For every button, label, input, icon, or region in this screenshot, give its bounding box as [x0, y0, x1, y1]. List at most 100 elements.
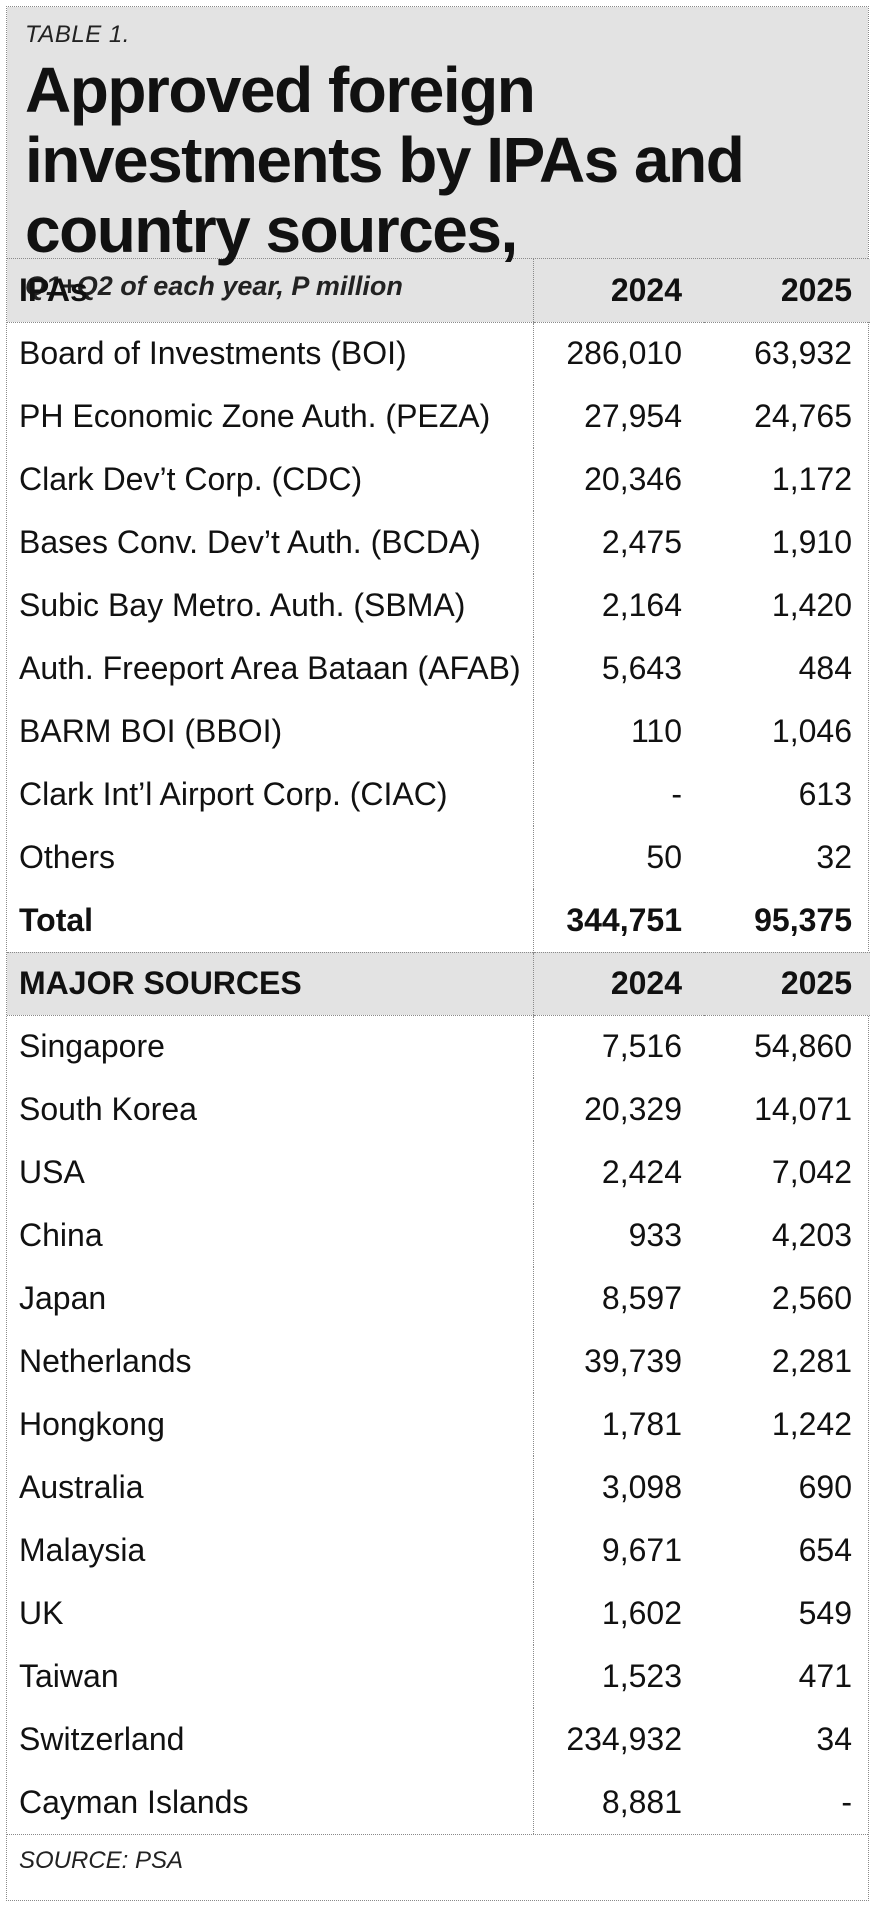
- cell-value-col1: 8,881: [532, 1771, 704, 1834]
- row-label: China: [19, 1217, 103, 1253]
- table-row: Singapore 7,516 54,860: [7, 1015, 870, 1078]
- cell-value-col2: 24,765: [754, 398, 852, 434]
- table-row: Others 50 32: [7, 826, 870, 889]
- cell-value-col2: 690: [798, 1469, 852, 1505]
- table-row: Subic Bay Metro. Auth. (SBMA) 2,164 1,420: [7, 574, 870, 637]
- row-label: Auth. Freeport Area Bataan (AFAB): [19, 650, 521, 686]
- cell-value-col2: 2,281: [771, 1343, 852, 1379]
- cell-value-col1: 933: [532, 1204, 704, 1267]
- cell-value-col1: 9,671: [532, 1519, 704, 1582]
- cell-value-col2: 1,420: [771, 587, 852, 623]
- row-label: Malaysia: [19, 1532, 146, 1568]
- section-header-row: MAJOR SOURCES 2024 2025: [7, 951, 870, 1016]
- table-row: Switzerland 234,932 34: [7, 1708, 870, 1771]
- table-row: Hongkong 1,781 1,242: [7, 1393, 870, 1456]
- cell-value-col1: -: [532, 763, 704, 826]
- cell-value-col1: 5,643: [532, 637, 704, 700]
- cell-value-col1: 20,329: [532, 1078, 704, 1141]
- table-row: Board of Investments (BOI) 286,010 63,932: [7, 322, 870, 385]
- table-row: China 933 4,203: [7, 1204, 870, 1267]
- row-label: MAJOR SOURCES: [7, 951, 533, 1016]
- cell-value-col2: 4,203: [771, 1217, 852, 1253]
- row-label: South Korea: [19, 1091, 197, 1127]
- table-subtitle: Q1+Q2 of each year, P million: [25, 271, 403, 301]
- row-label: Netherlands: [19, 1343, 192, 1379]
- table-card: TABLE 1. Approved foreign investments by…: [6, 6, 870, 1901]
- cell-value-col2: 613: [798, 776, 852, 812]
- cell-value-col1: 2,475: [532, 511, 704, 574]
- cell-value-col1: 1,523: [532, 1645, 704, 1708]
- table-row: PH Economic Zone Auth. (PEZA) 27,954 24,76…: [7, 385, 870, 448]
- table-row: Clark Dev’t Corp. (CDC) 20,346 1,172: [7, 448, 870, 511]
- cell-value-col2: 14,071: [754, 1091, 852, 1127]
- table-kicker: TABLE 1.: [25, 21, 130, 48]
- row-label: Clark Dev’t Corp. (CDC): [19, 461, 363, 497]
- cell-value-col2: 1,172: [771, 461, 852, 497]
- row-label: Australia: [19, 1469, 144, 1505]
- cell-value-col2: 1,046: [771, 713, 852, 749]
- cell-value-col1: 1,602: [532, 1582, 704, 1645]
- table-row: South Korea 20,329 14,071: [7, 1078, 870, 1141]
- cell-value-col1: 2,164: [532, 574, 704, 637]
- row-label: BARM BOI (BBOI): [19, 713, 283, 749]
- table-row: Taiwan 1,523 471: [7, 1645, 870, 1708]
- cell-value-col2: 549: [798, 1595, 852, 1631]
- cell-value-col1: 286,010: [532, 322, 704, 385]
- row-label: Japan: [19, 1280, 107, 1316]
- cell-value-col1: 2,424: [532, 1141, 704, 1204]
- source-note: SOURCE: PSA: [7, 1834, 868, 1886]
- row-label: Others: [19, 839, 116, 875]
- cell-value-col1: 1,781: [532, 1393, 704, 1456]
- cell-value-col1: 110: [532, 700, 704, 763]
- data-table: IPAs 2024 2025 Board of Investments (BOI) 28…: [7, 259, 870, 1834]
- row-label: Clark Int’l Airport Corp. (CIAC): [19, 776, 448, 812]
- cell-value-col1: 344,751: [532, 889, 704, 952]
- row-label: Switzerland: [19, 1721, 185, 1757]
- cell-value-col1: 2024: [532, 951, 704, 1016]
- row-label: Subic Bay Metro. Auth. (SBMA): [19, 587, 466, 623]
- table-row: Bases Conv. Dev’t Auth. (BCDA) 2,475 1,910: [7, 511, 870, 574]
- cell-value-col2: 654: [798, 1532, 852, 1568]
- table-row: Clark Int’l Airport Corp. (CIAC) - 613: [7, 763, 870, 826]
- row-label: Bases Conv. Dev’t Auth. (BCDA): [19, 524, 481, 560]
- section-header-row: IPAs 2024 2025: [7, 259, 870, 323]
- cell-value-col2: 95,375: [754, 901, 852, 938]
- cell-value-col2: 32: [816, 839, 852, 875]
- row-label: Total: [19, 901, 94, 938]
- cell-value-col2: -: [841, 1784, 852, 1820]
- table-row: UK 1,602 549: [7, 1582, 870, 1645]
- row-label: Taiwan: [19, 1658, 119, 1694]
- row-label: Cayman Islands: [19, 1784, 249, 1820]
- cell-value-col2: 1,910: [771, 524, 852, 560]
- table-row: BARM BOI (BBOI) 110 1,046: [7, 700, 870, 763]
- cell-value-col1: 27,954: [532, 385, 704, 448]
- table-row: Auth. Freeport Area Bataan (AFAB) 5,643 48…: [7, 637, 870, 700]
- row-label: PH Economic Zone Auth. (PEZA): [19, 398, 491, 434]
- total-row: Total 344,751 95,375: [7, 889, 870, 952]
- row-label: IPAs: [7, 259, 533, 323]
- cell-value-col1: 2024: [532, 259, 704, 323]
- cell-value-col2: 54,860: [754, 1028, 852, 1065]
- table-row: Netherlands 39,739 2,281: [7, 1330, 870, 1393]
- row-label: Board of Investments (BOI): [19, 335, 407, 372]
- row-label: UK: [19, 1595, 64, 1631]
- cell-value-col1: 3,098: [532, 1456, 704, 1519]
- cell-value-col1: 7,516: [532, 1015, 704, 1078]
- table-header-block: TABLE 1. Approved foreign investments by…: [7, 7, 868, 301]
- row-label: Singapore: [19, 1028, 165, 1065]
- cell-value-col1: 39,739: [532, 1330, 704, 1393]
- cell-value-col2: 484: [798, 650, 852, 686]
- cell-value-col2: 2025: [704, 951, 870, 1016]
- table-row: Cayman Islands 8,881 -: [7, 1771, 870, 1834]
- cell-value-col2: 7,042: [771, 1154, 852, 1190]
- cell-value-col1: 8,597: [532, 1267, 704, 1330]
- cell-value-col2: 2025: [704, 259, 870, 323]
- table-row: USA 2,424 7,042: [7, 1141, 870, 1204]
- cell-value-col2: 1,242: [771, 1406, 852, 1442]
- table-row: Malaysia 9,671 654: [7, 1519, 870, 1582]
- row-label: USA: [19, 1154, 85, 1190]
- cell-value-col1: 20,346: [532, 448, 704, 511]
- row-label: Hongkong: [19, 1406, 165, 1442]
- cell-value-col2: 34: [816, 1721, 852, 1757]
- cell-value-col2: 2,560: [771, 1280, 852, 1316]
